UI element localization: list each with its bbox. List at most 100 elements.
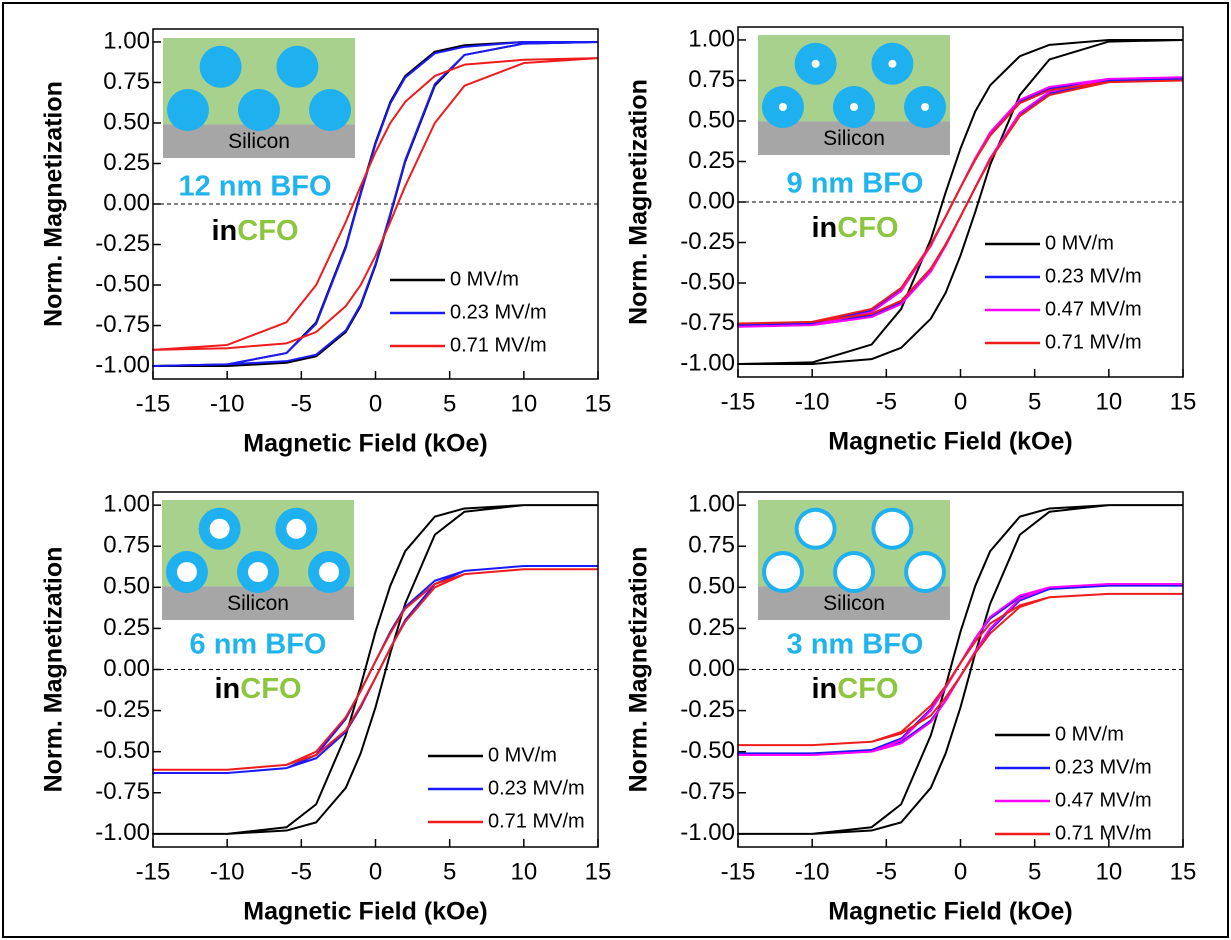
y-tick-label: 0.25	[103, 614, 150, 641]
y-tick-label: 0.00	[103, 655, 150, 682]
substrate-label: Silicon	[823, 592, 885, 615]
x-tick-label: -15	[721, 858, 756, 885]
x-tick-label: 10	[1095, 388, 1122, 415]
legend-label: 0 MV/m	[488, 744, 557, 766]
y-tick-label: 0.50	[103, 573, 150, 600]
figure: 1.00 0.75 0.50 0.25 0.00 -0.25 -0.50 -0.75 -1.00…	[0, 0, 1231, 940]
matrix-label: inCFO	[212, 215, 299, 247]
inset-core	[779, 103, 787, 111]
y-axis-label: Norm. Magnetization	[625, 547, 653, 793]
inset-core	[766, 555, 800, 589]
x-tick-label: -10	[210, 390, 245, 417]
inset-pillar	[309, 89, 351, 131]
x-tick-label: 0	[954, 388, 967, 415]
legend-label: 0.71 MV/m	[450, 334, 547, 356]
x-tick-label: -10	[795, 388, 830, 415]
y-tick-label: -1.00	[680, 819, 735, 846]
inset-core	[850, 103, 858, 111]
y-tick-label: 0.00	[688, 655, 735, 682]
inset-core	[286, 519, 306, 539]
y-tick-label: -0.75	[95, 311, 150, 338]
inset-core	[799, 512, 833, 546]
x-tick-label: -15	[136, 858, 171, 885]
x-axis-label: Magnetic Field (kOe)	[243, 430, 487, 458]
substrate-label: Silicon	[227, 592, 289, 615]
inset-core	[888, 60, 896, 68]
x-tick-label: -5	[876, 388, 897, 415]
legend-label: 0.71 MV/m	[1045, 331, 1142, 353]
inset-core	[210, 519, 230, 539]
legend-label: 0.71 MV/m	[488, 810, 585, 832]
y-tick-label: 0.00	[688, 187, 735, 214]
y-tick-label: 0.50	[688, 106, 735, 133]
inset-core	[837, 555, 871, 589]
y-tick-label: -1.00	[95, 351, 150, 378]
matrix-prefix: in	[812, 673, 838, 705]
x-tick-label: 15	[1170, 388, 1197, 415]
legend-label: 0.71 MV/m	[1055, 822, 1152, 844]
legend-label: 0 MV/m	[450, 268, 519, 290]
matrix-prefix: in	[212, 215, 238, 247]
inset-pillar	[238, 89, 280, 131]
x-tick-label: -10	[795, 858, 830, 885]
x-tick-label: 0	[369, 858, 382, 885]
x-tick-label: 5	[1028, 858, 1041, 885]
x-axis-label: Magnetic Field (kOe)	[828, 428, 1072, 456]
x-tick-label: 0	[369, 390, 382, 417]
y-tick-label: 0.00	[103, 189, 150, 216]
matrix-name: CFO	[240, 673, 301, 705]
x-tick-label: 15	[1170, 858, 1197, 885]
x-tick-label: 10	[510, 858, 537, 885]
legend-label: 0.47 MV/m	[1055, 789, 1152, 811]
y-tick-label: -1.00	[95, 819, 150, 846]
y-tick-label: 0.25	[688, 614, 735, 641]
inset-core	[177, 562, 197, 582]
y-tick-label: -1.00	[680, 349, 735, 376]
y-tick-label: -0.25	[680, 228, 735, 255]
y-tick-label: -0.25	[680, 696, 735, 723]
substrate-label: Silicon	[823, 127, 885, 150]
legend-label: 0.23 MV/m	[1045, 265, 1142, 287]
inset-pillar	[276, 46, 318, 88]
matrix-name: CFO	[837, 212, 898, 244]
x-tick-label: 15	[585, 390, 612, 417]
y-axis-label: Norm. Magnetization	[625, 79, 653, 325]
y-tick-label: 0.25	[688, 147, 735, 174]
x-tick-label: -5	[876, 858, 897, 885]
legend-label: 0 MV/m	[1045, 232, 1114, 254]
x-tick-label: 0	[954, 858, 967, 885]
x-tick-label: -5	[291, 858, 312, 885]
matrix-prefix: in	[812, 212, 838, 244]
y-tick-label: -0.75	[95, 778, 150, 805]
x-tick-label: -15	[721, 388, 756, 415]
sample-label: 9 nm BFO	[787, 168, 924, 200]
inset-core	[812, 60, 820, 68]
x-tick-label: -10	[210, 858, 245, 885]
inset-core	[875, 512, 909, 546]
matrix-name: CFO	[237, 215, 298, 247]
y-tick-label: -0.25	[95, 696, 150, 723]
inset-pillar	[200, 46, 242, 88]
matrix-prefix: in	[215, 673, 241, 705]
inset-core	[921, 103, 929, 111]
x-tick-label: 15	[585, 858, 612, 885]
y-tick-label: -0.50	[95, 737, 150, 764]
y-tick-label: 0.25	[103, 149, 150, 176]
y-tick-label: -0.25	[95, 230, 150, 257]
legend-label: 0.23 MV/m	[450, 301, 547, 323]
y-tick-label: -0.75	[680, 778, 735, 805]
x-tick-label: -5	[291, 390, 312, 417]
y-tick-label: 1.00	[103, 27, 150, 54]
x-tick-label: 10	[1095, 858, 1122, 885]
y-tick-label: 1.00	[103, 490, 150, 517]
x-axis-label: Magnetic Field (kOe)	[243, 898, 487, 926]
y-tick-label: 1.00	[688, 25, 735, 52]
x-tick-label: 5	[1028, 388, 1041, 415]
y-tick-label: 0.75	[103, 68, 150, 95]
y-tick-label: 0.50	[688, 573, 735, 600]
x-tick-label: 5	[443, 390, 456, 417]
x-tick-label: -15	[136, 390, 171, 417]
y-tick-label: -0.50	[680, 268, 735, 295]
y-axis-label: Norm. Magnetization	[40, 547, 68, 793]
y-tick-label: -0.50	[95, 270, 150, 297]
